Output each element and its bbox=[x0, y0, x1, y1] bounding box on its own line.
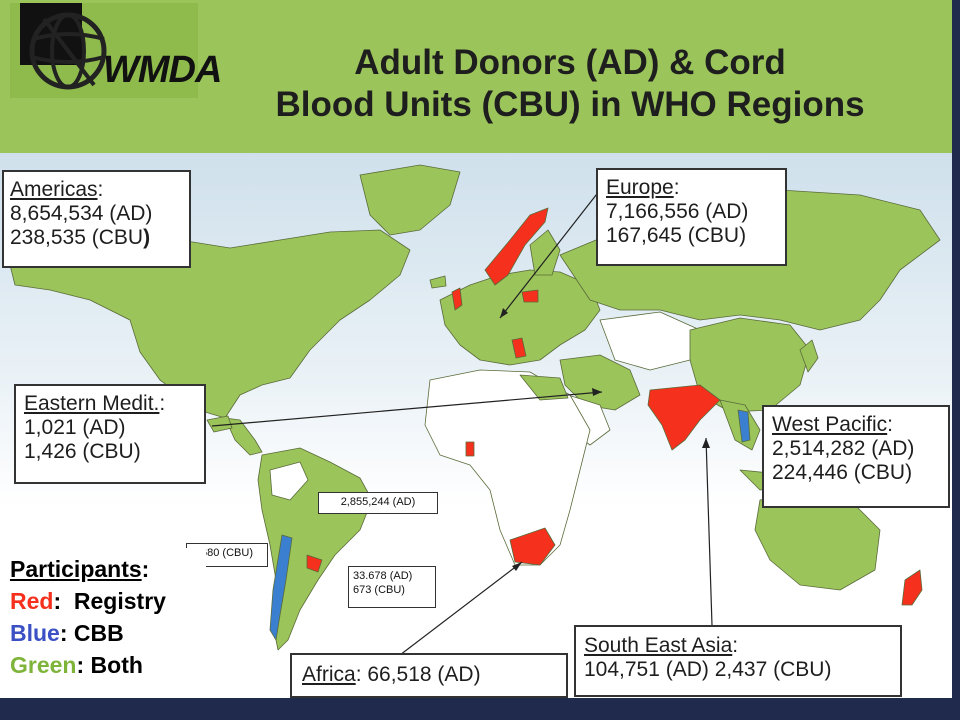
participants-legend: Participants: Red: Registry Blue: CBB Gr… bbox=[0, 548, 206, 686]
north-america bbox=[9, 229, 411, 419]
globe-icon bbox=[29, 12, 107, 90]
americas-cbu: 238,535 (CBU bbox=[10, 226, 144, 249]
arrow-south-east-asia bbox=[705, 437, 713, 626]
legend-blue-label: Blue bbox=[10, 620, 60, 646]
west-pacific-cbu: 224,446 (CBU) bbox=[772, 461, 913, 484]
wmda-logo: WMDA bbox=[10, 3, 222, 98]
legend-title: Participants bbox=[10, 556, 142, 582]
africa-callout: Africa: 66,518 (AD) bbox=[290, 653, 568, 698]
south-east-asia-values: 104,751 (AD) 2,437 (CBU) bbox=[584, 658, 832, 681]
americas-cbu-line: 238,535 (CBU) bbox=[10, 226, 183, 250]
south-africa-registry bbox=[509, 527, 556, 566]
africa-values: 66,518 (AD) bbox=[367, 663, 481, 686]
arrow-africa bbox=[399, 561, 523, 656]
argentina-registry bbox=[306, 554, 323, 573]
europe bbox=[439, 269, 601, 366]
frame-bottom bbox=[0, 698, 960, 720]
south-america-white bbox=[269, 461, 309, 501]
mexico-marker bbox=[206, 415, 233, 433]
greenland bbox=[359, 164, 461, 236]
south-east-asia-name: South East Asia bbox=[584, 634, 733, 657]
title-line-2: Blood Units (CBU) in WHO Regions bbox=[275, 85, 865, 124]
nigeria-registry bbox=[465, 441, 475, 457]
new-zealand-registry bbox=[901, 569, 923, 606]
legend-green-label: Green bbox=[10, 652, 77, 678]
europe-ad: 7,166,556 (AD) bbox=[606, 200, 749, 223]
eastern-medit-name: Eastern Medit. bbox=[24, 392, 160, 415]
arrowhead-south-east-asia bbox=[702, 438, 710, 448]
west-pacific-name: West Pacific bbox=[772, 413, 888, 436]
west-pacific-callout: West Pacific: 2,514,282 (AD) 224,446 (CB… bbox=[762, 405, 950, 508]
africa bbox=[424, 369, 591, 566]
arrow-eastern-medit bbox=[211, 391, 603, 427]
poland-registry bbox=[521, 289, 539, 303]
legend-green-text: Both bbox=[90, 652, 143, 678]
slide-title: Adult Donors (AD) & Cord Blood Units (CB… bbox=[200, 42, 940, 126]
finland bbox=[529, 229, 561, 276]
eastern-medit-ad: 1,021 (AD) bbox=[24, 416, 126, 439]
uk-registry bbox=[451, 287, 463, 311]
legend-blue-text: CBB bbox=[73, 620, 124, 646]
argentina-label: 33.678 (AD) 673 (CBU) bbox=[348, 566, 436, 608]
americas-cbu-end: ) bbox=[143, 226, 151, 249]
central-asia-white bbox=[599, 311, 701, 371]
americas-name: Americas bbox=[10, 178, 98, 201]
legend-red-text: Registry bbox=[73, 588, 166, 614]
scandinavia-registry bbox=[484, 207, 549, 286]
middle-east bbox=[559, 354, 641, 411]
iceland bbox=[429, 275, 447, 289]
west-pacific-ad: 2,514,282 (AD) bbox=[772, 437, 915, 460]
argentina-cbu-label: 673 (CBU) bbox=[353, 584, 405, 596]
title-line-1: Adult Donors (AD) & Cord bbox=[354, 43, 786, 82]
north-africa-green bbox=[519, 374, 569, 401]
chile-cbb bbox=[269, 534, 293, 641]
japan bbox=[799, 339, 819, 373]
logo-text: WMDA bbox=[103, 49, 222, 91]
europe-cbu: 167,645 (CBU) bbox=[606, 224, 747, 247]
europe-callout: Europe: 7,166,556 (AD) 167,645 (CBU) bbox=[596, 168, 787, 266]
europe-name: Europe bbox=[606, 176, 674, 199]
americas-ad: 8,654,534 (AD) bbox=[10, 202, 153, 225]
arrowhead-europe bbox=[500, 308, 508, 318]
thailand-cbb bbox=[737, 409, 751, 443]
africa-name: Africa bbox=[302, 663, 356, 686]
central-america bbox=[224, 417, 263, 456]
india-registry bbox=[647, 384, 721, 451]
eastern-medit-cbu: 1,426 (CBU) bbox=[24, 440, 141, 463]
arrow-europe bbox=[499, 189, 601, 319]
south-east-asia-callout: South East Asia: 104,751 (AD) 2,437 (CBU… bbox=[574, 625, 902, 697]
frame-right bbox=[952, 0, 960, 720]
arrowhead-eastern-medit bbox=[592, 388, 602, 396]
argentina-ad-label: 33.678 (AD) bbox=[353, 570, 413, 582]
brazil-label: 2,855,244 (AD) bbox=[318, 492, 438, 514]
eastern-medit-callout: Eastern Medit.: 1,021 (AD) 1,426 (CBU) bbox=[14, 384, 206, 484]
americas-callout: Americas: 8,654,534 (AD) 238,535 (CBU) bbox=[2, 170, 191, 268]
croatia-registry bbox=[511, 337, 527, 359]
legend-red-label: Red bbox=[10, 588, 54, 614]
arrowhead-africa bbox=[512, 562, 522, 571]
china bbox=[689, 317, 811, 413]
